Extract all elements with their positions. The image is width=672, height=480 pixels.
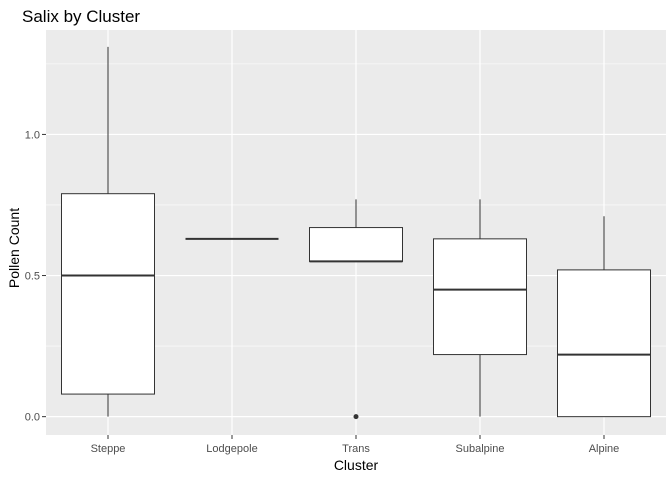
outlier-point [353, 414, 359, 420]
x-tick-label: Alpine [589, 443, 620, 455]
x-tick-label: Subalpine [456, 443, 505, 455]
x-axis-title: Cluster [334, 457, 379, 473]
boxplots [61, 46, 651, 420]
x-axis: Steppe Lodgepole Trans Subalpine Alpine [91, 435, 620, 455]
x-tick-label: Trans [342, 443, 370, 455]
box-body [557, 269, 651, 418]
y-tick-label: 0.5 [25, 271, 40, 283]
x-tick-label: Steppe [91, 443, 126, 455]
y-tick-label: 0.0 [25, 412, 40, 424]
box-alpine [557, 216, 651, 418]
box-body [433, 238, 527, 356]
box-subalpine [433, 199, 527, 417]
y-axis-title: Pollen Count [6, 208, 22, 288]
chart-title: Salix by Cluster [22, 7, 140, 26]
box-trans [309, 199, 403, 420]
y-tick-label: 1.0 [25, 129, 40, 141]
y-axis: 0.0 0.5 1.0 [25, 129, 46, 424]
x-tick-label: Lodgepole [206, 443, 257, 455]
box-body [309, 227, 403, 262]
box-steppe [61, 46, 155, 417]
box-body [61, 193, 155, 395]
